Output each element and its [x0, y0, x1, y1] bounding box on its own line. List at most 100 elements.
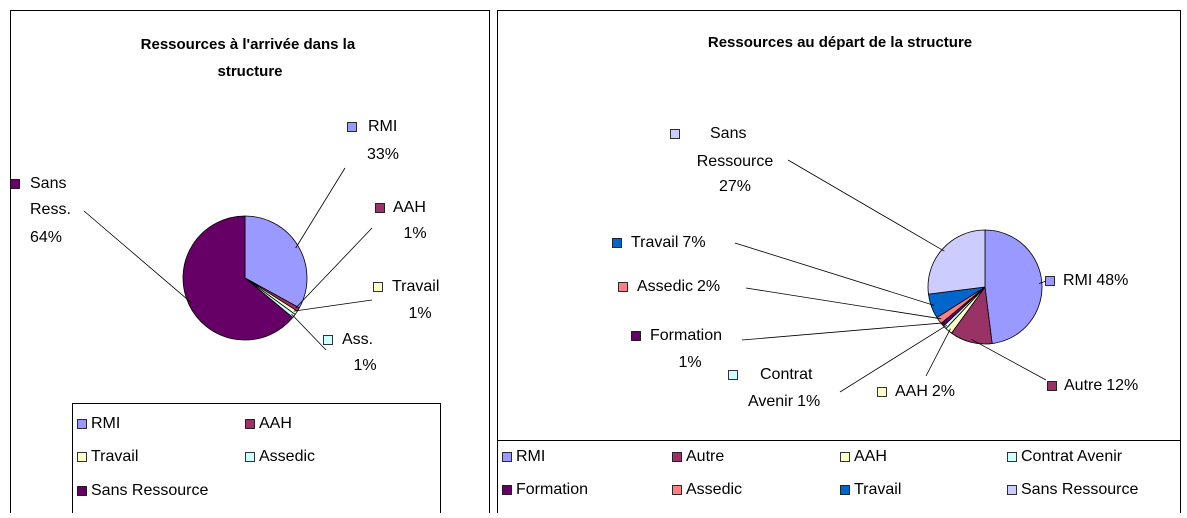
- label-swatch: [373, 282, 383, 292]
- legend-label: RMI: [516, 448, 545, 465]
- label-value: 12%: [1106, 377, 1138, 394]
- data-label: AAH 2%: [895, 383, 955, 400]
- label-swatch: [10, 179, 20, 189]
- label-value: 1%: [353, 357, 376, 374]
- legend-swatch: [840, 485, 850, 495]
- leader-line: [293, 299, 373, 312]
- label-swatch: [670, 129, 680, 139]
- label-name: Travail: [392, 278, 439, 295]
- legend-label: AAH: [854, 448, 887, 465]
- chart-title: Ressources à l'arrivée dans la structure: [141, 36, 360, 80]
- label-name: Autre: [1064, 377, 1102, 394]
- legend-swatch: [77, 486, 87, 496]
- legend-swatch: [245, 452, 255, 462]
- legend-label: Sans Ressource: [1021, 481, 1138, 498]
- leader-line: [734, 242, 935, 306]
- data-label: RMI 48%: [1063, 272, 1128, 289]
- label-value: 2%: [697, 278, 720, 295]
- pie-slice: [182, 215, 294, 341]
- legend-swatch: [1007, 452, 1017, 462]
- panel-right: [497, 10, 1181, 518]
- leader-line: [295, 167, 346, 249]
- pie-slice: [984, 229, 1043, 344]
- legend-swatch: [672, 452, 682, 462]
- legend-box-right: [497, 440, 1181, 518]
- leader-line: [925, 328, 951, 377]
- label-name: Sans Ressource: [697, 125, 774, 170]
- data-label: Formation 1%: [650, 327, 722, 371]
- legend-label: AAH: [259, 415, 292, 432]
- label-value: 1%: [408, 305, 431, 322]
- data-label: Ass. 1%: [342, 331, 377, 374]
- label-swatch: [375, 203, 385, 213]
- legend-swatch: [245, 419, 255, 429]
- legend-label: Assedic: [259, 448, 315, 465]
- chart-title: Ressources au départ de la structure: [708, 34, 972, 51]
- label-swatch: [612, 238, 622, 248]
- leader-line: [83, 210, 192, 304]
- data-label: Sans Ressource 27%: [697, 125, 774, 195]
- data-label: Travail 7%: [631, 234, 706, 251]
- legend-label: Sans Ressource: [91, 482, 208, 499]
- legend-swatch: [1007, 485, 1017, 495]
- label-value: 1%: [678, 354, 701, 371]
- data-label: Travail 1%: [392, 278, 439, 322]
- legend-label: Formation: [516, 481, 588, 498]
- label-swatch: [631, 331, 641, 341]
- label-swatch: [1047, 381, 1057, 391]
- label-swatch: [347, 122, 357, 132]
- label-name: RMI: [368, 118, 397, 135]
- label-swatch: [728, 370, 738, 380]
- label-swatch: [1045, 276, 1055, 286]
- legend-swatch: [502, 485, 512, 495]
- data-label: AAH 1%: [393, 199, 427, 242]
- leader-line: [787, 159, 945, 252]
- label-value: 64%: [30, 229, 62, 246]
- label-name: Travail: [631, 234, 678, 251]
- label-swatch: [618, 282, 628, 292]
- label-value: 1%: [403, 225, 426, 242]
- leader-line: [291, 313, 327, 351]
- label-name: RMI: [1063, 272, 1092, 289]
- label-value: 48%: [1096, 272, 1128, 289]
- label-name: AAH: [895, 383, 928, 400]
- panel-left: [10, 10, 490, 518]
- label-swatch: [877, 387, 887, 397]
- label-swatch: [323, 335, 333, 345]
- label-value: 7%: [682, 234, 705, 251]
- leader-line: [839, 324, 947, 393]
- legend-label: Travail: [91, 448, 138, 465]
- legend-label: Autre: [686, 448, 724, 465]
- legend-swatch: [672, 485, 682, 495]
- label-name: Assedic: [637, 278, 693, 295]
- legend-box-left: [72, 403, 441, 518]
- label-value: 2%: [932, 383, 955, 400]
- label-name: Formation: [650, 327, 722, 344]
- label-name: Ass.: [342, 331, 373, 348]
- leader-line: [1038, 280, 1047, 284]
- label-name: Sans Ress.: [30, 175, 71, 218]
- leader-line: [295, 227, 373, 309]
- label-name: Contrat Avenir: [748, 366, 817, 410]
- data-label: RMI 33%: [367, 118, 399, 163]
- leader-line: [741, 322, 945, 341]
- label-value: 1%: [797, 393, 820, 410]
- legend-label: Contrat Avenir: [1021, 448, 1123, 465]
- leader-line: [745, 287, 942, 320]
- label-value: 33%: [367, 146, 399, 163]
- legend-swatch: [77, 419, 87, 429]
- label-value: 27%: [719, 178, 751, 195]
- data-label: Sans Ress. 64%: [30, 175, 71, 246]
- legend-label: Assedic: [686, 481, 742, 498]
- legend-swatch: [502, 452, 512, 462]
- legend-swatch: [77, 452, 87, 462]
- legend-label: Travail: [854, 481, 901, 498]
- pie-slice: [927, 229, 986, 295]
- data-label: Assedic 2%: [637, 278, 720, 295]
- data-label: Contrat Avenir 1%: [748, 366, 820, 410]
- pie-slice: [244, 215, 308, 309]
- leader-line: [971, 339, 1047, 381]
- data-label: Autre 12%: [1064, 377, 1138, 394]
- legend-swatch: [840, 452, 850, 462]
